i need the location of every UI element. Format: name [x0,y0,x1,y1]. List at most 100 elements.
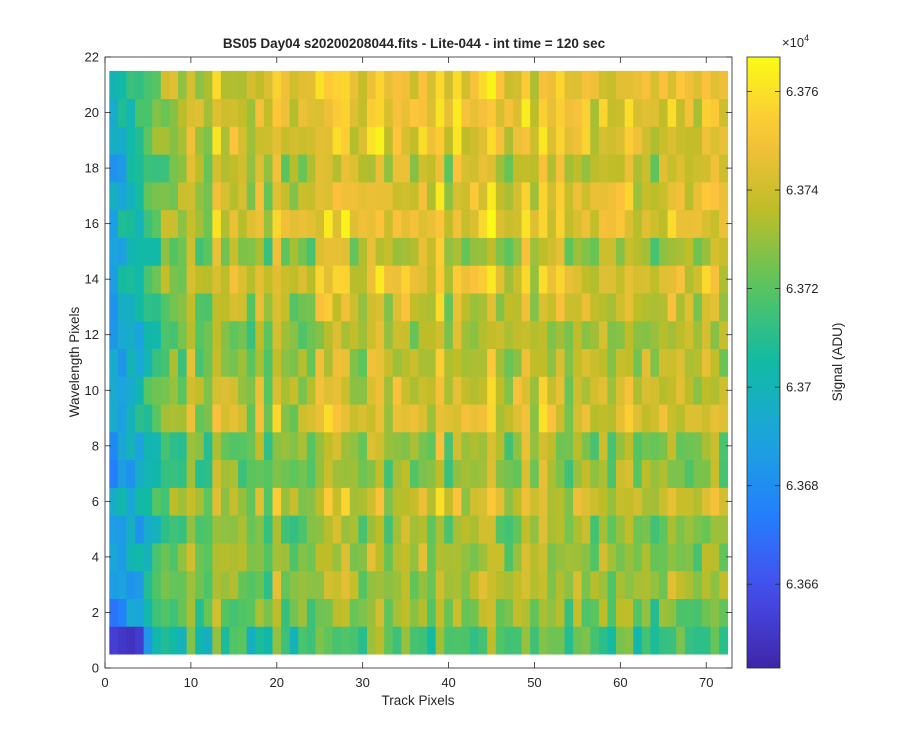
heatmap-cell [229,154,239,183]
heatmap-cell [238,570,248,599]
heatmap-cell [504,181,514,211]
heatmap-cell [152,181,162,211]
heatmap-cell [478,293,488,322]
heatmap-cell [633,209,643,238]
heatmap-cell [375,265,385,294]
heatmap-cell [495,348,505,377]
heatmap-cell [616,181,626,211]
heatmap-cell [590,515,600,544]
heatmap-cell [418,598,428,627]
heatmap-cell [358,376,368,405]
heatmap-cell [478,431,488,461]
heatmap-cell [555,570,565,599]
heatmap-cell [169,209,179,238]
heatmap-cell [281,154,291,183]
heatmap-cell [719,154,729,183]
heatmap-cell [624,265,634,294]
heatmap-cell [220,320,230,350]
heatmap-cell [289,348,299,377]
heatmap-cell [401,293,411,322]
heatmap-cell [487,237,497,266]
heatmap-cell [555,98,565,127]
heatmap-cell [573,459,583,488]
heatmap-cell [461,237,471,266]
heatmap-cell [530,487,540,516]
heatmap-cell [555,265,565,294]
heatmap-cell [341,348,351,377]
heatmap-cell [564,209,574,238]
heatmap-cell [349,376,359,405]
heatmap-cell [401,181,411,211]
heatmap-cell [246,126,256,155]
heatmap-cell [169,126,179,155]
y-tick-label: 4 [92,549,99,564]
heatmap-cell [126,209,136,238]
heatmap-cell [375,70,385,100]
heatmap-cell [658,570,668,599]
heatmap-cell [143,626,153,655]
heatmap-cell [487,459,497,488]
heatmap-cell [461,570,471,599]
heatmap-cell [693,209,703,238]
heatmap-cell [212,154,222,183]
heatmap-cell [272,209,282,238]
heatmap-cell [375,154,385,183]
heatmap-cell [143,404,153,433]
heatmap-cell [109,348,119,377]
heatmap-cell [315,431,325,461]
heatmap-cell [315,209,325,238]
heatmap-cell [650,98,660,127]
heatmap-cell [366,431,376,461]
heatmap-cell [135,154,145,183]
colorbar-exponent-power: 4 [804,33,809,43]
heatmap-cell [152,459,162,488]
heatmap-cell [281,404,291,433]
heatmap-cell [684,293,694,322]
heatmap-cell [220,126,230,155]
heatmap-cell [521,431,531,461]
heatmap-cell [135,320,145,350]
heatmap-cell [530,237,540,266]
heatmap-cell [229,487,239,516]
heatmap-cell [598,348,608,377]
heatmap-cell [152,126,162,155]
heatmap-cell [616,404,626,433]
heatmap-cell [487,293,497,322]
heatmap-cell [538,348,548,377]
heatmap-cell [246,154,256,183]
heatmap-cell [375,459,385,488]
heatmap-cell [212,320,222,350]
heatmap-cell [186,570,196,599]
heatmap-cell [178,376,187,405]
heatmap-cell [478,70,488,100]
heatmap-cell [470,570,480,599]
heatmap-cell [281,320,291,350]
heatmap-cell [461,126,471,155]
heatmap-cell [409,404,419,433]
heatmap-cell [719,293,729,322]
heatmap-cell [573,154,583,183]
heatmap-cell [719,98,729,127]
heatmap-cell [255,459,265,488]
heatmap-cell [461,70,471,100]
heatmap-cell [152,543,162,572]
heatmap-cell [306,293,316,322]
heatmap-cell [152,237,162,266]
heatmap-cell [152,431,162,461]
heatmap-cell [616,431,626,461]
heatmap-cell [126,126,136,155]
heatmap-cell [409,265,419,294]
heatmap-cell [427,431,437,461]
heatmap-cell [607,515,617,544]
heatmap-cell [392,487,402,516]
heatmap-cell [409,154,419,183]
heatmap-cell [375,570,385,599]
heatmap-cell [504,126,514,155]
heatmap-cell [658,154,668,183]
colorbar-exponent: ×104 [782,33,809,50]
heatmap-cell [495,515,505,544]
heatmap-cell [178,98,187,127]
heatmap-cell [676,626,686,655]
heatmap-cell [538,209,548,238]
heatmap-cell [427,543,437,572]
